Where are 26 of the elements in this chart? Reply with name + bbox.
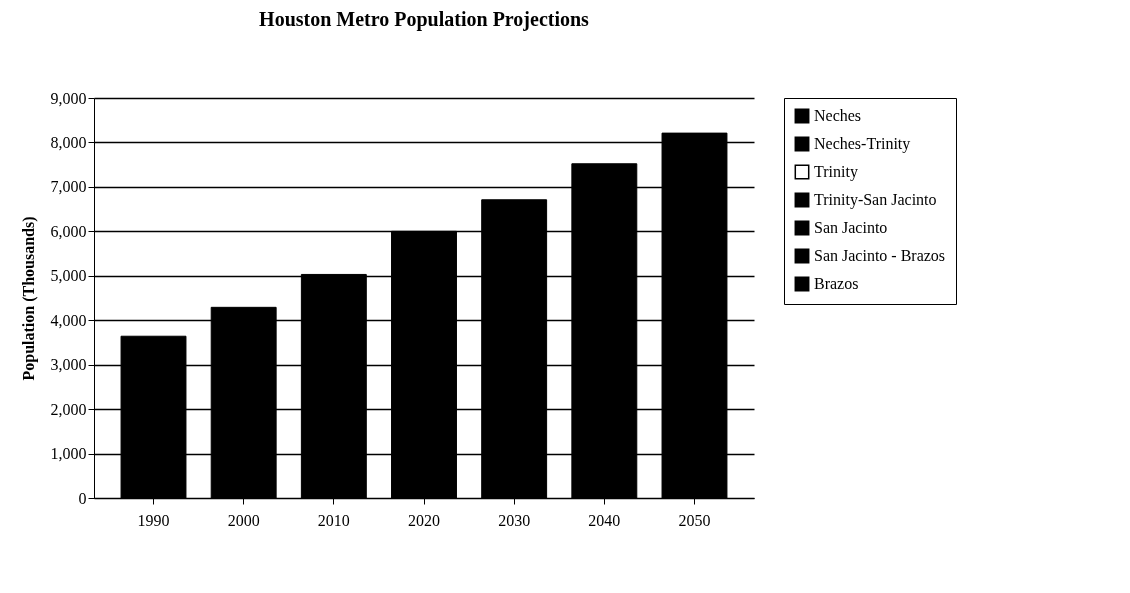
- y-tick-label: 7,000: [50, 178, 87, 196]
- y-tick-label: 9,000: [50, 89, 87, 107]
- y-axis-title: Population (Thousands): [19, 216, 38, 381]
- x-tick-label: 2000: [227, 511, 260, 529]
- legend-label: San Jacinto: [814, 219, 888, 236]
- x-tick-label: 1990: [137, 511, 170, 529]
- y-tick-label: 1,000: [50, 445, 87, 463]
- y-tick-label: 5,000: [50, 267, 87, 285]
- y-tick-label: 6,000: [50, 222, 87, 240]
- legend-label: Neches: [814, 107, 862, 124]
- legend-label: San Jacinto - Brazos: [814, 247, 946, 264]
- chart-title: Houston Metro Population Projections: [259, 8, 590, 31]
- y-tick-label: 8,000: [50, 133, 87, 151]
- legend-label: Trinity: [814, 163, 858, 181]
- x-tick-label: 2040: [588, 511, 621, 529]
- legend-label: Brazos: [814, 275, 859, 292]
- legend-label: Trinity-San Jacinto: [814, 191, 937, 209]
- legend-label: Neches-Trinity: [814, 135, 911, 153]
- x-tick-label: 2050: [678, 511, 711, 529]
- x-tick-label: 2020: [408, 511, 440, 529]
- x-tick-label: 2030: [498, 511, 531, 529]
- y-tick-label: 2,000: [50, 400, 87, 418]
- y-tick-label: 3,000: [50, 356, 87, 374]
- y-tick-label: 4,000: [50, 311, 87, 329]
- x-tick-label: 2010: [317, 511, 350, 529]
- y-tick-label: 0: [78, 489, 87, 507]
